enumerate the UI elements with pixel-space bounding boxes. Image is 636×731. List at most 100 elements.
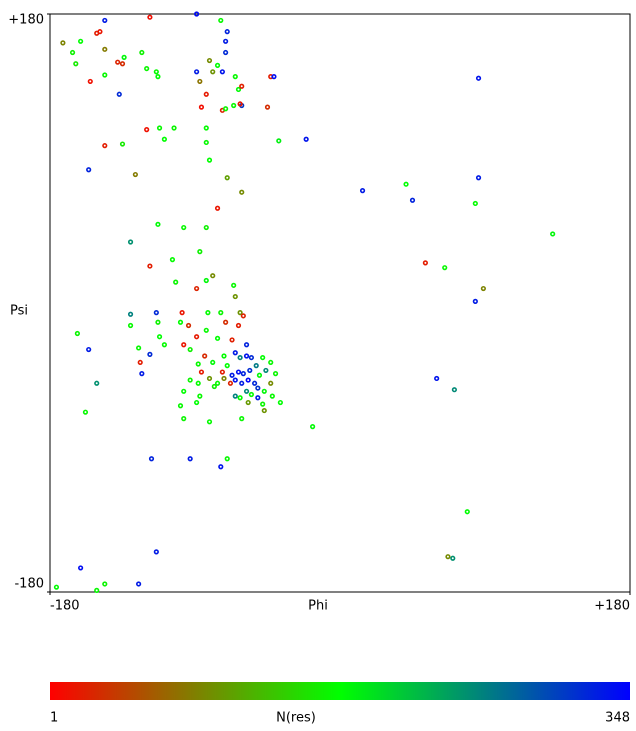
point: [139, 49, 145, 56]
point: [147, 351, 153, 357]
point: [86, 346, 92, 353]
point: [237, 101, 243, 107]
point: [232, 377, 238, 383]
point: [73, 61, 79, 67]
point: [214, 335, 221, 341]
point: [272, 371, 279, 377]
point: [464, 509, 470, 515]
point: [255, 395, 261, 401]
point: [475, 175, 482, 181]
point: [451, 387, 457, 393]
point: [53, 584, 60, 590]
point: [206, 57, 213, 64]
point: [181, 388, 187, 394]
point: [144, 127, 150, 133]
point: [210, 69, 216, 75]
point: [248, 391, 254, 398]
point: [224, 363, 230, 369]
point: [203, 327, 209, 333]
point: [214, 380, 221, 386]
point: [210, 273, 216, 279]
point: [256, 372, 263, 378]
point: [197, 393, 203, 399]
point: [271, 74, 277, 80]
point: [434, 375, 440, 382]
point: [185, 322, 192, 329]
point: [221, 375, 227, 382]
point: [229, 337, 235, 343]
point: [144, 65, 150, 72]
point: [223, 319, 229, 325]
point: [147, 263, 153, 269]
point: [206, 375, 213, 382]
point: [264, 104, 271, 110]
point: [87, 78, 93, 85]
point: [155, 319, 161, 325]
point: [194, 334, 200, 340]
point: [221, 353, 227, 359]
colorbar-max-label: 348: [605, 711, 630, 726]
y-tick-label: +180: [8, 13, 44, 28]
point: [177, 319, 184, 325]
x-tick-label: +180: [594, 599, 630, 614]
point: [156, 125, 163, 131]
point: [269, 393, 275, 399]
point: [245, 377, 251, 383]
point: [232, 293, 238, 300]
point: [155, 221, 161, 227]
point: [219, 369, 225, 375]
point: [169, 257, 176, 263]
point: [127, 239, 134, 245]
point: [203, 139, 209, 146]
point: [148, 456, 155, 462]
point: [94, 380, 100, 386]
point: [422, 260, 428, 266]
point: [102, 46, 108, 52]
point: [247, 367, 253, 374]
point: [97, 29, 103, 35]
point: [137, 359, 143, 366]
point: [194, 69, 200, 75]
point: [119, 61, 126, 67]
point: [232, 74, 238, 80]
point: [82, 409, 89, 415]
point: [243, 388, 250, 394]
point: [359, 188, 366, 194]
point: [237, 310, 243, 316]
colorbar-label: N(res): [276, 711, 316, 726]
point: [187, 377, 193, 383]
y-axis-label: Psi: [10, 304, 28, 319]
points: [53, 11, 556, 593]
point: [219, 69, 225, 75]
point: [235, 369, 242, 375]
point: [206, 419, 213, 425]
point: [214, 62, 221, 68]
point: [255, 385, 261, 391]
point: [78, 38, 84, 44]
point: [232, 393, 238, 399]
point: [210, 359, 216, 366]
point: [229, 372, 235, 378]
point: [173, 279, 179, 285]
point: [203, 277, 209, 284]
point: [153, 549, 159, 555]
point: [235, 322, 242, 329]
point: [240, 313, 246, 319]
point: [139, 371, 145, 377]
point: [194, 399, 200, 406]
point: [121, 54, 127, 60]
point: [260, 354, 266, 361]
point: [132, 171, 138, 178]
point: [102, 581, 108, 587]
point: [205, 310, 211, 316]
point: [445, 554, 451, 560]
y-tick-label: -180: [14, 577, 44, 592]
point: [115, 59, 121, 65]
point: [472, 298, 478, 304]
point: [227, 380, 234, 386]
point: [223, 38, 229, 44]
point: [86, 167, 92, 173]
point: [218, 464, 224, 470]
point: [243, 342, 250, 348]
